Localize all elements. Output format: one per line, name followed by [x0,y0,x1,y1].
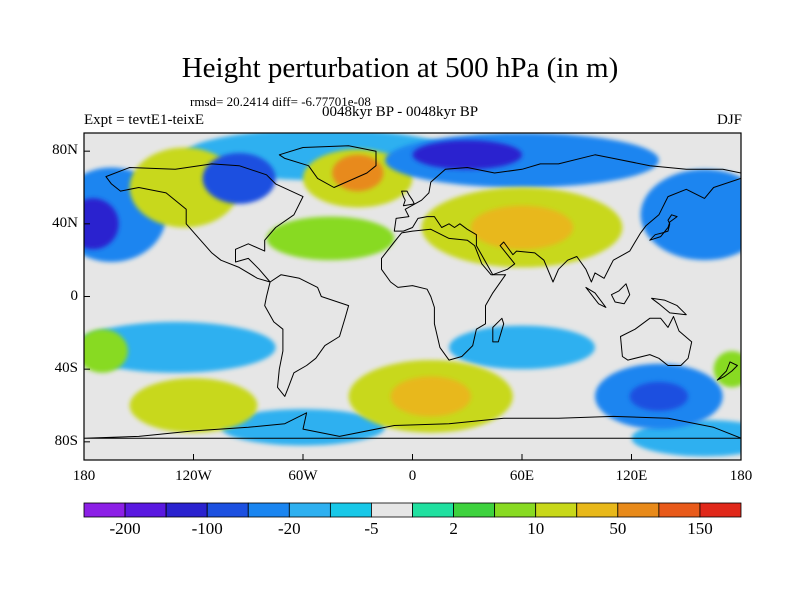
coastline-new-zealand [716,361,738,381]
colorbar-label: 2 [449,519,458,538]
coastline-japan [649,214,678,241]
coastline-australia [620,316,693,366]
coastline-sumatra [585,286,607,308]
coastline-borneo [610,283,631,305]
season-label: DJF [716,112,742,128]
field-region-13 [84,321,276,373]
field-region-11 [640,169,741,261]
field-region-6 [332,154,384,192]
lat-label: 80N [52,142,78,159]
field-region-14 [449,325,595,370]
coastline-great-britain [401,190,415,207]
coastline-eurasia [393,154,741,283]
lat-label: 80S [54,432,78,449]
colorbar-swatch [165,502,208,518]
field-region-4 [202,152,276,204]
colorbar-label: -200 [109,519,141,538]
field-region-17 [129,378,258,433]
field-region-23 [713,351,741,388]
colorbar-swatch [699,502,742,518]
field-region-12 [266,216,395,261]
colorbar-label: -20 [277,519,301,538]
lat-label: 40N [52,214,78,231]
colorbar-label: 150 [687,519,713,538]
coastline-greenland [278,145,377,188]
lon-label: 60W [288,468,318,484]
colorbar-label: -100 [191,519,223,538]
colorbar-swatch [535,502,578,518]
colorbar-swatch [576,502,619,518]
field-region-8 [412,140,522,170]
colorbar-swatch [617,502,660,518]
colorbar-swatch [494,502,537,518]
coastline-madagascar [492,317,505,343]
colorbar-label: 10 [527,519,545,538]
lon-label: 0 [408,468,417,484]
field-region-21 [629,381,689,411]
lon-label: 120W [175,468,212,484]
axis-ticks [83,150,742,460]
colorbar-swatch [206,502,249,518]
colorbar-swatch [247,502,290,518]
experiment-label: Expt = tevtE1-teixE [84,112,205,128]
colorbar-swatch [453,502,496,518]
coastline-south-america [264,274,350,397]
colorbar-swatch [371,502,413,518]
field-region-1 [84,198,119,250]
period-label: 0048kyr BP - 0048kyr BP [321,104,479,120]
field-region-10 [470,205,574,250]
coastline-antarctica [84,412,741,439]
lat-label: 0 [70,287,79,304]
colorbar-swatch [124,502,167,518]
colorbar-swatch [658,502,701,518]
lat-label: 40S [54,360,78,377]
coastline-new-guinea [651,297,687,316]
field-region-19 [390,376,471,417]
coastline-layer [84,145,741,439]
colorbar-swatch [329,502,372,518]
lon-label: 60E [509,468,535,484]
lon-label: 180 [729,468,753,484]
colorbar-label: -5 [364,519,379,538]
colorbar [83,502,742,518]
field-region-22 [84,329,128,373]
colorbar-swatch [83,502,126,518]
coastline-africa [381,228,507,361]
colorbar-swatch [412,502,454,518]
colorbar-swatch [288,502,331,518]
colorbar-label: 50 [609,519,627,538]
lon-label: 120E [615,468,648,484]
map-title: Height perturbation at 500 hPa (in m) [181,52,619,84]
coastline-north-america [105,163,304,283]
lon-label: 180 [72,468,96,484]
rmsd-diff-stats: rmsd= 20.2414 diff= -6.77701e-08 [190,94,371,109]
